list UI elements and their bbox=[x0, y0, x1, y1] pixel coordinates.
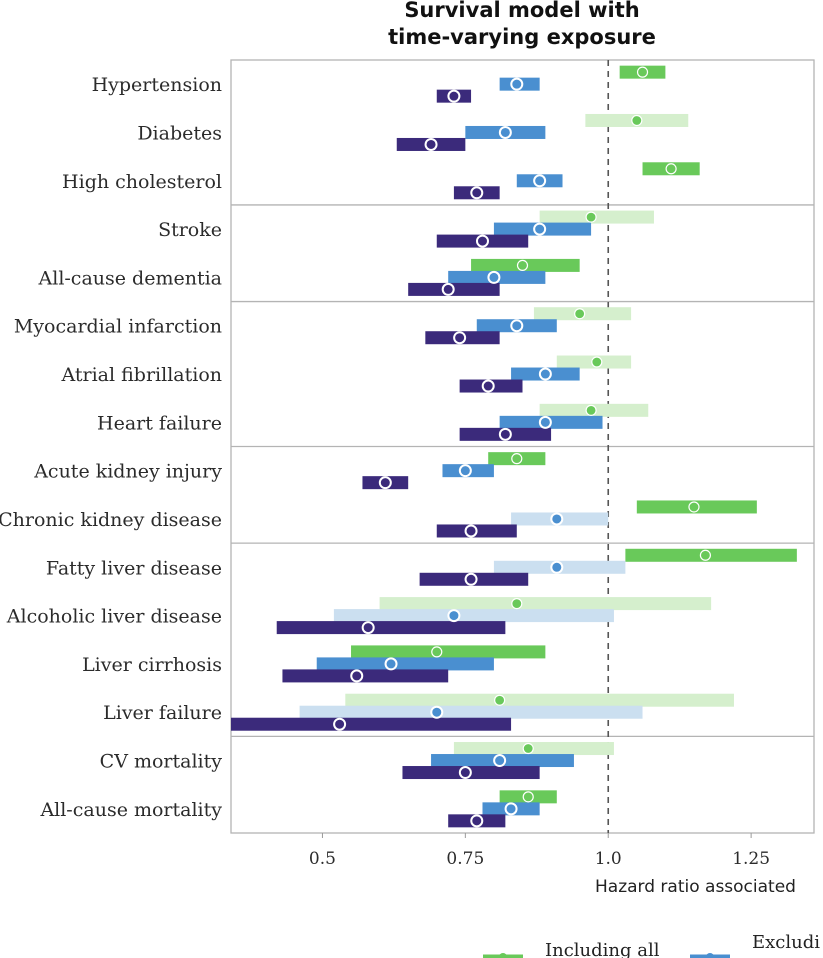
estimate-ring-excluding-acute-kidney-injury bbox=[458, 464, 472, 478]
category-label-all-cause-mortality: All-cause mortality bbox=[39, 799, 222, 821]
legend-marker-excluding bbox=[706, 953, 714, 958]
estimate-ring-excluding-alcoholic-liver-disease bbox=[447, 609, 461, 623]
estimate-ring-third-model-diabetes bbox=[424, 137, 438, 151]
estimate-ring-excluding-chronic-kidney-disease bbox=[550, 512, 564, 526]
estimate-dot-including-all-cv-mortality bbox=[522, 742, 534, 755]
estimate-ring-third-model-liver-failure bbox=[333, 717, 347, 731]
estimate-dot-including-all-atrial-fibrillation bbox=[591, 356, 603, 368]
ci-bar-excluding-liver-failure bbox=[299, 705, 643, 719]
category-label-liver-cirrhosis: Liver cirrhosis bbox=[82, 654, 222, 676]
ci-bar-third-model-liver-cirrhosis bbox=[282, 669, 449, 683]
estimate-ring-third-model-fatty-liver-disease bbox=[464, 572, 478, 586]
x-tick-label: 0.75 bbox=[446, 849, 484, 869]
category-label-hypertension: Hypertension bbox=[92, 74, 222, 96]
estimate-ring-excluding-diabetes bbox=[498, 125, 512, 139]
chart-title-line-1: Survival model with bbox=[404, 0, 639, 22]
estimate-ring-excluding-liver-failure bbox=[430, 705, 444, 719]
category-label-atrial-fibrillation: Atrial fibrillation bbox=[61, 364, 223, 386]
estimate-dot-including-all-liver-cirrhosis bbox=[431, 646, 443, 658]
estimate-ring-third-model-cv-mortality bbox=[458, 766, 472, 780]
category-label-myocardial-infarction: Myocardial infarction bbox=[14, 316, 222, 338]
category-label-heart-failure: Heart failure bbox=[97, 412, 222, 434]
estimate-ring-third-model-hypertension bbox=[447, 89, 461, 103]
ci-bar-third-model-alcoholic-liver-disease bbox=[276, 621, 506, 635]
estimate-ring-third-model-high-cholesterol bbox=[470, 186, 484, 200]
category-label-high-cholesterol: High cholesterol bbox=[62, 171, 222, 193]
ci-bar-excluding-alcoholic-liver-disease bbox=[333, 609, 614, 623]
legend-marker-including bbox=[499, 953, 507, 958]
estimate-ring-third-model-liver-cirrhosis bbox=[350, 669, 364, 683]
estimate-ring-third-model-acute-kidney-injury bbox=[378, 476, 392, 490]
estimate-ring-third-model-stroke bbox=[475, 234, 489, 248]
estimate-ring-excluding-high-cholesterol bbox=[533, 174, 547, 188]
legend: Including all Excludi bbox=[483, 932, 820, 958]
estimate-ring-excluding-all-cause-mortality bbox=[504, 802, 518, 816]
estimate-ring-third-model-myocardial-infarction bbox=[453, 331, 467, 345]
estimate-dot-including-all-stroke bbox=[585, 211, 597, 223]
estimate-ring-excluding-liver-cirrhosis bbox=[384, 657, 398, 671]
estimate-dot-including-all-all-cause-dementia bbox=[516, 259, 529, 272]
estimate-dot-including-all-fatty-liver-disease bbox=[699, 549, 712, 561]
estimate-ring-excluding-atrial-fibrillation bbox=[538, 367, 552, 381]
ci-bar-including-all-cv-mortality bbox=[453, 742, 614, 756]
estimate-dot-including-all-hypertension bbox=[636, 66, 649, 78]
category-label-acute-kidney-injury: Acute kidney injury bbox=[33, 461, 222, 483]
estimate-dot-including-all-chronic-kidney-disease bbox=[688, 501, 700, 513]
x-tick-label: 0.5 bbox=[309, 849, 336, 869]
category-label-all-cause-dementia: All-cause dementia bbox=[38, 267, 222, 289]
category-labels: Hypertension Diabetes High cholesterol Stro… bbox=[0, 74, 222, 821]
x-tick-label: 1.25 bbox=[732, 849, 770, 869]
estimate-ring-third-model-chronic-kidney-disease bbox=[464, 524, 478, 538]
estimate-ring-excluding-myocardial-infarction bbox=[510, 319, 524, 333]
estimate-ring-excluding-cv-mortality bbox=[493, 754, 507, 768]
ci-bar-including-all-alcoholic-liver-disease bbox=[379, 597, 712, 611]
chart-title-line-2: time-varying exposure bbox=[388, 25, 656, 49]
legend-label-including: Including all bbox=[545, 940, 660, 958]
estimate-ring-excluding-hypertension bbox=[510, 77, 524, 91]
category-label-alcoholic-liver-disease: Alcoholic liver disease bbox=[6, 606, 222, 628]
ci-bar-excluding-liver-cirrhosis bbox=[316, 657, 494, 671]
category-label-stroke: Stroke bbox=[158, 219, 222, 241]
category-label-chronic-kidney-disease: Chronic kidney disease bbox=[0, 509, 222, 531]
category-label-liver-failure: Liver failure bbox=[103, 702, 222, 724]
ci-bar-including-all-stroke bbox=[539, 210, 654, 224]
category-label-fatty-liver-disease: Fatty liver disease bbox=[46, 557, 222, 579]
x-tick-label: 1.0 bbox=[595, 849, 622, 869]
estimate-ring-excluding-fatty-liver-disease bbox=[550, 560, 564, 574]
estimate-dot-including-all-high-cholesterol bbox=[665, 163, 677, 175]
ci-bar-including-all-liver-failure bbox=[345, 693, 734, 707]
estimate-ring-excluding-all-cause-dementia bbox=[487, 270, 501, 284]
estimate-dot-including-all-acute-kidney-injury bbox=[511, 453, 523, 465]
estimate-ring-excluding-stroke bbox=[533, 222, 547, 236]
estimate-ring-third-model-all-cause-mortality bbox=[470, 814, 484, 828]
estimate-dot-including-all-diabetes bbox=[631, 114, 643, 127]
category-label-cv-mortality: CV mortality bbox=[100, 751, 223, 773]
estimate-dot-including-all-liver-failure bbox=[494, 694, 506, 706]
estimate-ring-third-model-atrial-fibrillation bbox=[481, 379, 495, 393]
estimate-ring-excluding-heart-failure bbox=[538, 415, 552, 429]
estimate-ring-third-model-alcoholic-liver-disease bbox=[361, 621, 375, 635]
x-axis-label: Hazard ratio associated bbox=[595, 877, 796, 897]
group-separators bbox=[231, 204, 814, 738]
ci-bar-including-all-liver-cirrhosis bbox=[351, 645, 546, 659]
ci-bar-including-all-fatty-liver-disease bbox=[625, 548, 797, 562]
estimate-dot-including-all-myocardial-infarction bbox=[574, 308, 586, 320]
estimate-dot-including-all-alcoholic-liver-disease bbox=[511, 597, 523, 610]
estimate-dot-including-all-heart-failure bbox=[585, 404, 597, 416]
estimate-markers bbox=[333, 66, 712, 828]
estimate-dot-including-all-all-cause-mortality bbox=[522, 791, 534, 803]
x-axis: 0.5 0.75 1.0 1.25 bbox=[309, 833, 770, 869]
estimate-ring-third-model-all-cause-dementia bbox=[441, 282, 455, 296]
estimate-ring-third-model-heart-failure bbox=[498, 427, 512, 441]
category-label-diabetes: Diabetes bbox=[137, 122, 222, 144]
ci-bar-third-model-liver-failure bbox=[231, 717, 512, 731]
legend-label-excluding: Excludi bbox=[752, 932, 820, 953]
